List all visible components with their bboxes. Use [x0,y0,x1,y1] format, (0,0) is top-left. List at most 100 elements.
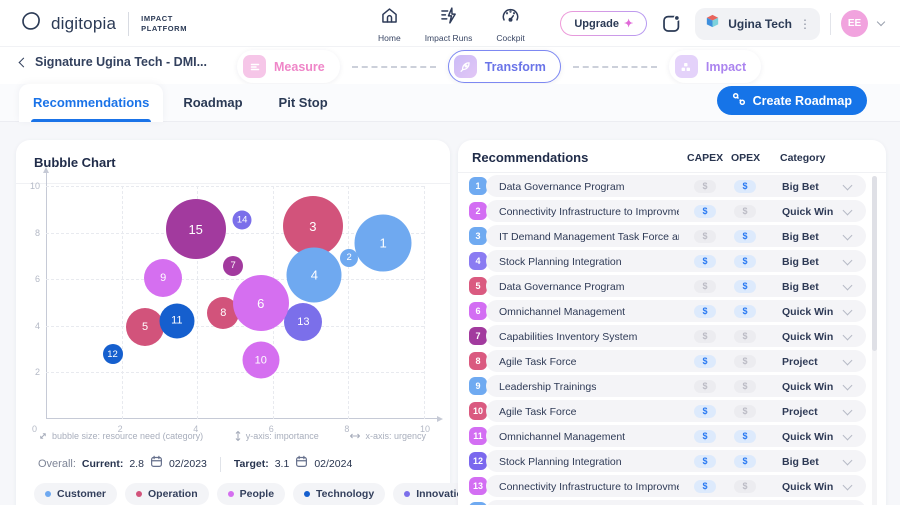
category-label: Quick Win [782,480,834,493]
row-expand-chevron-icon[interactable] [842,405,853,416]
capex-badge[interactable]: $ [694,204,716,218]
opex-badge[interactable]: $ [734,354,756,368]
capex-badge[interactable]: $ [694,479,716,493]
opex-badge[interactable]: $ [734,479,756,493]
breadcrumb[interactable]: Signature Ugina Tech - DMI... [18,55,208,69]
chart-bubble-3[interactable]: 3 [282,196,343,257]
step-transform[interactable]: Transform [447,50,561,83]
tab-recommendations[interactable]: Recommendations [19,84,164,122]
row-body[interactable]: Connectivity Infrastructure to Improvmen… [486,200,866,222]
chart-bubble-11[interactable]: 11 [159,303,195,339]
row-body[interactable]: Leadership Trainings $ $ Quick Win [486,375,866,397]
nav-item-home[interactable]: Home [378,5,401,43]
chart-bubble-2[interactable]: 2 [340,248,359,267]
capex-badge[interactable]: $ [694,354,716,368]
opex-badge[interactable]: $ [734,279,756,293]
row-body[interactable]: Omnichannel Management $ $ Quick Win [486,300,866,322]
chart-bubble-12[interactable]: 12 [102,344,123,365]
table-row-11: 11 Omnichannel Management $ $ Quick Win [469,425,866,447]
opex-badge[interactable]: $ [734,229,756,243]
legend-item-people[interactable]: People [216,483,286,505]
user-menu-chevron-down-icon[interactable] [876,17,886,27]
capex-badge[interactable]: $ [694,404,716,418]
row-expand-chevron-icon[interactable] [842,305,853,316]
row-body[interactable]: Agile Task Force $ $ Project [486,400,866,422]
row-expand-chevron-icon[interactable] [842,280,853,291]
row-body[interactable] [486,500,866,505]
capex-badge[interactable]: $ [694,179,716,193]
row-body[interactable]: Omnichannel Management $ $ Quick Win [486,425,866,447]
chart-bubble-13[interactable]: 13 [284,302,323,341]
legend-item-customer[interactable]: Customer [34,483,118,505]
row-body[interactable]: Agile Task Force $ $ Project [486,350,866,372]
row-expand-chevron-icon[interactable] [842,430,853,441]
back-chevron-icon[interactable] [18,57,29,67]
row-expand-chevron-icon[interactable] [842,180,853,191]
tab-pit-stop[interactable]: Pit Stop [278,95,328,110]
row-body[interactable]: Capabilities Inventory System $ $ Quick Win [486,325,866,347]
category-label: Quick Win [782,380,834,393]
nav-item-impact-runs[interactable]: Impact Runs [425,5,472,43]
step-measure[interactable]: Measure [237,50,340,83]
table-scrollbar-thumb[interactable] [872,176,877,351]
row-expand-chevron-icon[interactable] [842,355,853,366]
target-date: 02/2024 [314,458,353,470]
opex-badge[interactable]: $ [734,429,756,443]
opex-badge[interactable]: $ [734,304,756,318]
chart-bubble-1[interactable]: 1 [354,214,412,272]
bubble-size-note: bubble size: resource need (category) [38,430,203,442]
row-body[interactable]: Stock Planning Integration $ $ Big Bet [486,250,866,272]
org-selector[interactable]: Ugina Tech ⋮ [695,7,820,40]
nav-item-cockpit[interactable]: Cockpit [496,5,525,43]
capex-badge[interactable]: $ [694,429,716,443]
chart-bubble-4[interactable]: 4 [286,247,342,303]
row-expand-chevron-icon[interactable] [842,455,853,466]
legend-item-operation[interactable]: Operation [125,483,209,505]
row-body[interactable]: Data Governance Program $ $ Big Bet [486,175,866,197]
capex-badge[interactable]: $ [694,229,716,243]
opex-badge[interactable]: $ [734,204,756,218]
row-expand-chevron-icon[interactable] [842,380,853,391]
legend-item-technology[interactable]: Technology [293,483,386,505]
capex-badge[interactable]: $ [694,304,716,318]
opex-badge[interactable]: $ [734,379,756,393]
capex-badge[interactable]: $ [694,279,716,293]
opex-badge[interactable]: $ [734,179,756,193]
row-expand-chevron-icon[interactable] [842,205,853,216]
user-avatar[interactable]: EE [841,10,868,37]
chart-bubble-15[interactable]: 15 [165,199,226,260]
calendar-icon [295,455,308,473]
chart-bubble-7[interactable]: 7 [223,255,244,276]
chart-bubble-6[interactable]: 6 [232,275,289,332]
chart-bubble-9[interactable]: 9 [144,258,183,297]
tab-roadmap[interactable]: Roadmap [183,95,243,110]
opex-badge[interactable]: $ [734,254,756,268]
capex-badge[interactable]: $ [694,329,716,343]
upgrade-button[interactable]: Upgrade ✦ [560,11,647,36]
capex-badge[interactable]: $ [694,379,716,393]
row-expand-chevron-icon[interactable] [842,330,853,341]
row-body[interactable]: Stock Planning Integration $ $ Big Bet [486,450,866,472]
row-body[interactable]: Connectivity Infrastructure to Improvmen… [486,475,866,497]
chart-bubble-14[interactable]: 14 [232,210,252,230]
row-number-badge: 1 [469,177,487,195]
create-roadmap-button[interactable]: Create Roadmap [716,86,867,115]
org-menu-kebab-icon[interactable]: ⋮ [799,16,811,31]
capex-badge[interactable]: $ [694,254,716,268]
chart-bubble-5[interactable]: 5 [126,307,165,346]
opex-badge[interactable]: $ [734,329,756,343]
row-body[interactable]: IT Demand Management Task Force and Stoc… [486,225,866,247]
breadcrumb-label: Signature Ugina Tech - DMI... [35,55,208,69]
changelog-button[interactable] [657,10,685,38]
row-body[interactable]: Data Governance Program $ $ Big Bet [486,275,866,297]
row-expand-chevron-icon[interactable] [842,255,853,266]
opex-badge[interactable]: $ [734,404,756,418]
opex-badge[interactable]: $ [734,454,756,468]
row-expand-chevron-icon[interactable] [842,230,853,241]
capex-badge[interactable]: $ [694,454,716,468]
gridline [121,186,123,419]
brand-logo[interactable]: digitopia IMPACT PLATFORM [20,0,187,47]
chart-bubble-10[interactable]: 10 [242,341,280,379]
row-expand-chevron-icon[interactable] [842,480,853,491]
step-impact[interactable]: Impact [668,50,762,83]
